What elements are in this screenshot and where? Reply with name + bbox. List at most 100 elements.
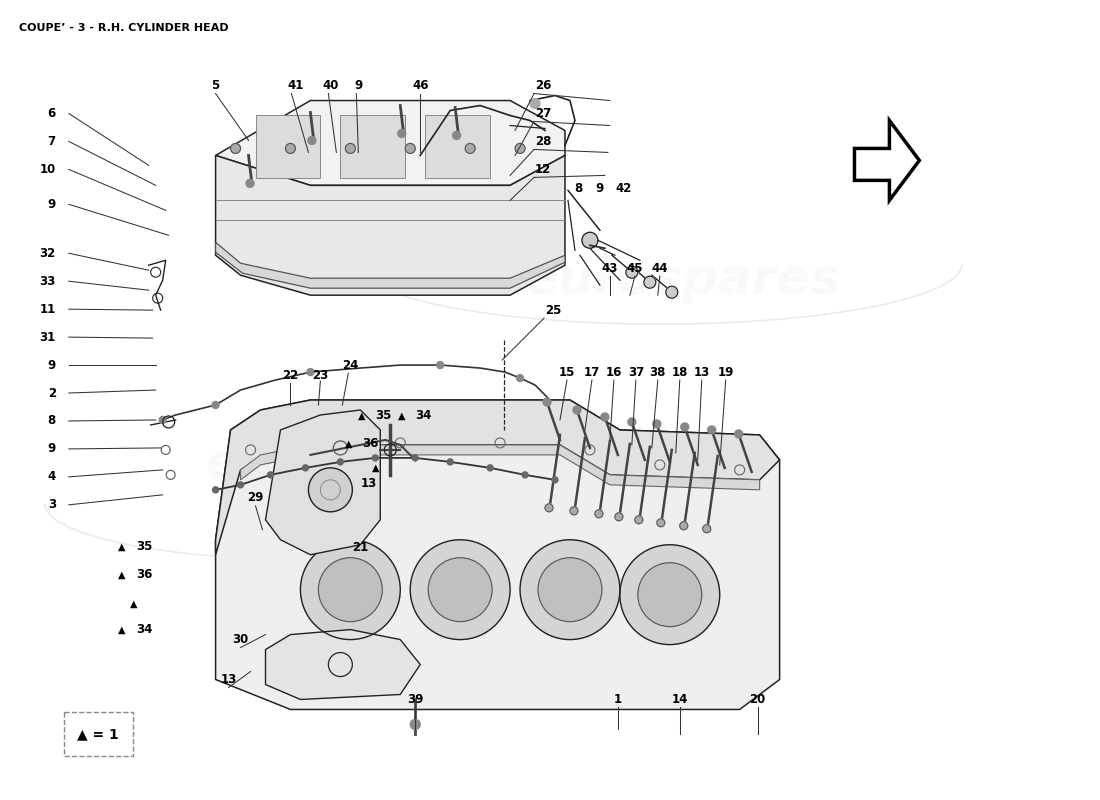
Text: 13: 13 [220, 673, 236, 686]
Text: 28: 28 [535, 135, 551, 148]
Text: 7: 7 [47, 135, 56, 148]
Polygon shape [426, 115, 491, 178]
Text: ▲: ▲ [344, 439, 352, 449]
Circle shape [212, 487, 219, 493]
Text: 13: 13 [694, 366, 710, 378]
Circle shape [412, 455, 418, 461]
Polygon shape [216, 400, 780, 554]
Circle shape [308, 468, 352, 512]
Circle shape [681, 423, 689, 431]
Text: COUPE’ - 3 - R.H. CYLINDER HEAD: COUPE’ - 3 - R.H. CYLINDER HEAD [19, 22, 229, 33]
Circle shape [398, 130, 406, 138]
Text: 10: 10 [40, 163, 56, 176]
Text: ▲: ▲ [130, 598, 138, 609]
Text: ▲: ▲ [118, 625, 125, 634]
Circle shape [522, 472, 528, 478]
Text: 31: 31 [40, 330, 56, 344]
Text: 17: 17 [584, 366, 601, 378]
Circle shape [680, 522, 688, 530]
Circle shape [428, 558, 492, 622]
FancyBboxPatch shape [64, 713, 133, 756]
Circle shape [652, 420, 661, 428]
Circle shape [448, 459, 453, 465]
Circle shape [666, 286, 678, 298]
Circle shape [628, 418, 636, 426]
Text: 36: 36 [362, 438, 378, 450]
Text: 12: 12 [535, 163, 551, 176]
Polygon shape [241, 445, 760, 490]
Polygon shape [255, 115, 320, 178]
Circle shape [231, 143, 241, 154]
Circle shape [302, 465, 308, 471]
Text: 9: 9 [47, 358, 56, 371]
Text: 9: 9 [47, 198, 56, 211]
Circle shape [307, 369, 314, 375]
Text: 25: 25 [544, 304, 561, 317]
Circle shape [515, 143, 525, 154]
Text: 5: 5 [211, 79, 220, 92]
Circle shape [520, 540, 620, 639]
Circle shape [638, 562, 702, 626]
Circle shape [573, 406, 581, 414]
Text: 42: 42 [616, 182, 632, 195]
Text: 29: 29 [248, 491, 264, 504]
Text: 9: 9 [354, 79, 363, 92]
Polygon shape [265, 410, 381, 554]
Text: 13: 13 [360, 478, 376, 490]
Text: 27: 27 [535, 107, 551, 120]
Text: ▲: ▲ [118, 542, 125, 552]
Text: 40: 40 [322, 79, 339, 92]
Circle shape [267, 472, 274, 478]
Circle shape [544, 504, 553, 512]
Circle shape [338, 459, 343, 465]
Text: 46: 46 [412, 79, 429, 92]
Circle shape [453, 131, 461, 139]
Polygon shape [855, 121, 920, 200]
Text: 37: 37 [628, 366, 643, 378]
Circle shape [437, 362, 443, 369]
Circle shape [735, 430, 743, 438]
Polygon shape [340, 115, 405, 178]
Text: ▲: ▲ [372, 463, 379, 473]
Text: 32: 32 [40, 246, 56, 260]
Text: 44: 44 [651, 262, 668, 274]
Text: eurospares: eurospares [206, 440, 521, 488]
Text: 14: 14 [672, 693, 688, 706]
Text: 45: 45 [627, 262, 644, 274]
Circle shape [620, 545, 719, 645]
Text: 30: 30 [232, 633, 249, 646]
Text: ▲ = 1: ▲ = 1 [77, 727, 119, 742]
Circle shape [238, 482, 243, 488]
Text: 6: 6 [47, 107, 56, 120]
Text: ▲: ▲ [118, 570, 125, 580]
Text: 15: 15 [559, 366, 575, 378]
Circle shape [410, 540, 510, 639]
Polygon shape [216, 155, 565, 295]
Text: 8: 8 [574, 182, 582, 195]
Text: 22: 22 [283, 369, 298, 382]
Circle shape [530, 98, 540, 109]
Text: 41: 41 [287, 79, 304, 92]
Text: 3: 3 [47, 498, 56, 511]
Text: 21: 21 [352, 542, 368, 554]
Circle shape [465, 143, 475, 154]
Circle shape [517, 374, 524, 382]
Text: 43: 43 [602, 262, 618, 274]
Circle shape [707, 426, 716, 434]
Text: 11: 11 [40, 302, 56, 316]
Text: 16: 16 [606, 366, 623, 378]
Circle shape [538, 558, 602, 622]
Circle shape [552, 477, 558, 483]
Circle shape [372, 455, 378, 461]
Text: 35: 35 [135, 540, 152, 554]
Text: 38: 38 [650, 366, 666, 378]
Circle shape [543, 398, 551, 406]
Text: 9: 9 [47, 442, 56, 455]
Text: 24: 24 [342, 358, 359, 371]
Text: 9: 9 [596, 182, 604, 195]
Text: eurospares: eurospares [524, 256, 839, 304]
Text: 35: 35 [375, 410, 392, 422]
Text: 18: 18 [672, 366, 688, 378]
Polygon shape [216, 400, 780, 710]
Circle shape [657, 518, 664, 526]
